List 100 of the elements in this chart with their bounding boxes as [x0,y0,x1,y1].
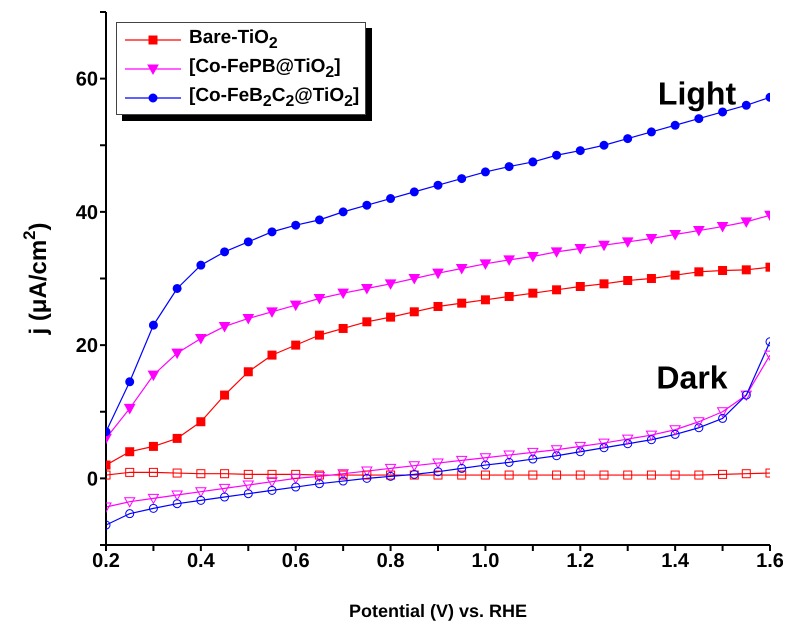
point [196,260,206,270]
x-axis-title: Potential (V) vs. RHE [348,601,528,621]
point [574,244,586,254]
point [291,340,300,350]
y-tick-label: 0 [86,468,98,490]
annotation: Dark [656,360,728,396]
point [456,456,468,466]
point [125,447,134,456]
point [362,474,372,483]
annotation: Light [658,76,736,112]
point [598,438,610,449]
point [670,230,681,240]
point [290,300,302,311]
point [268,227,276,236]
point [291,220,300,230]
point [124,497,136,508]
x-tick-label: 1.6 [756,550,784,572]
point [622,434,634,445]
point [646,234,657,244]
point [386,312,396,322]
point [717,407,728,418]
point [219,322,230,332]
point [410,187,419,196]
point [457,298,466,308]
point [528,470,538,480]
point [172,434,182,443]
point [148,370,159,381]
point [432,458,444,469]
point [740,217,752,228]
point [576,146,585,156]
point [244,470,253,479]
point [480,470,490,480]
point [742,265,751,274]
point [528,454,538,464]
point [434,180,442,190]
point [600,140,608,150]
x-tick-label: 1.2 [566,550,594,572]
point [244,489,253,498]
point [552,451,562,460]
point [717,222,728,232]
point [338,324,348,333]
point [291,470,300,479]
point [623,439,632,448]
point [432,268,444,279]
y-tick-label: 20 [76,335,98,358]
point [694,423,704,432]
point [742,100,751,110]
point [148,494,159,504]
point [504,450,515,461]
point [457,470,466,480]
point [408,274,420,284]
point [552,470,562,480]
point [457,174,466,184]
point [314,479,324,488]
point [718,470,728,479]
y-tick-label: 40 [76,202,98,224]
x-tick-label: 0.2 [92,550,120,572]
point [646,274,656,283]
point [528,157,538,166]
point [268,470,276,479]
point [646,430,657,441]
point [125,509,134,518]
point [623,276,632,285]
point [480,259,491,270]
point [646,435,656,444]
legend-label: Bare-TiO$_{2}$ [189,26,278,52]
point [338,207,348,216]
point [480,453,491,464]
point [362,200,372,210]
point [314,294,325,304]
point [694,267,704,276]
point [220,492,230,502]
point [434,302,442,311]
x-tick-label: 0.6 [282,550,310,572]
x-tick-label: 0.8 [376,550,404,572]
point [552,150,562,160]
point [408,461,420,472]
point [623,470,632,480]
point [504,470,514,480]
point [480,167,490,176]
point [504,255,515,266]
point [125,377,134,386]
point [268,350,276,360]
x-tick-label: 0.4 [186,550,216,572]
point [480,460,490,470]
point [220,469,230,478]
point [551,445,562,456]
point [361,284,372,294]
point [456,264,468,274]
point [576,447,585,456]
point [598,240,610,251]
point [220,390,230,400]
point [386,194,396,204]
point [385,464,396,474]
point [195,334,206,344]
point [457,464,466,473]
point [172,468,182,478]
point [646,127,656,136]
point [742,469,751,478]
point [600,443,608,452]
